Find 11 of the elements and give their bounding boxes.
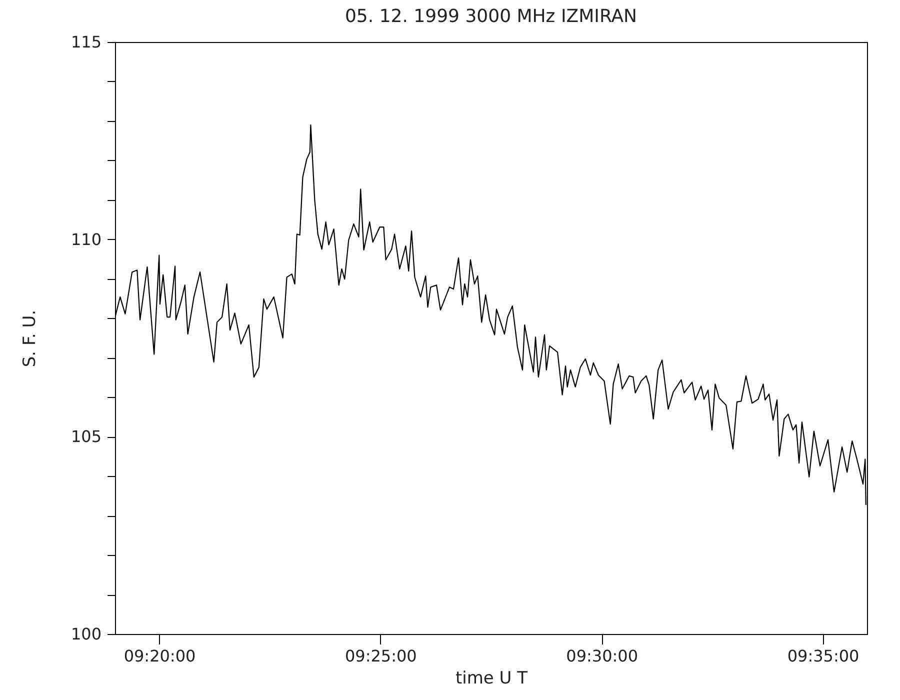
x-tick-label: 09:35:00 [787, 646, 860, 666]
x-axis-title: time U T [455, 668, 528, 688]
y-tick-label: 100 [70, 624, 102, 644]
y-tick-label: 105 [70, 427, 102, 446]
x-tick-label: 09:20:00 [124, 646, 196, 666]
y-axis-title: S. F. U. [20, 310, 40, 368]
chart-title: 05. 12. 1999 3000 MHz IZMIRAN [344, 6, 638, 27]
y-tick-label: 110 [70, 230, 102, 249]
y-tick-label: 115 [70, 32, 102, 52]
x-tick-label: 09:25:00 [344, 646, 417, 666]
x-tick-label: 09:30:00 [566, 646, 638, 666]
